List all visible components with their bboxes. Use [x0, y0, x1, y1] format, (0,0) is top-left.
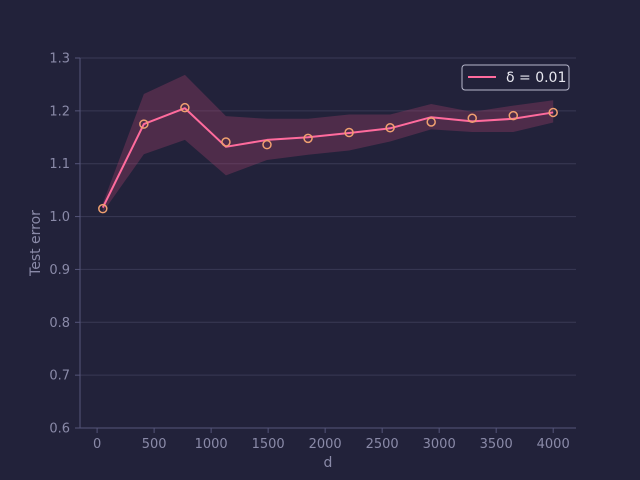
x-tick-label: 3500 — [480, 437, 513, 452]
tick-labels: 0.6 0.7 0.8 0.9 1.0 1.1 1.2 1.3 0 500 1000 1500 2000… — [49, 52, 569, 453]
y-axis-label: Test error — [28, 210, 44, 277]
confidence-band-layer — [102, 74, 554, 213]
data-point — [303, 133, 313, 144]
legend-box — [461, 64, 570, 91]
data-point — [262, 139, 272, 150]
data-point — [139, 119, 149, 129]
y-tick-label: 0.6 — [49, 422, 70, 437]
x-tick-label: 3000 — [423, 437, 456, 452]
confidence-band — [102, 74, 554, 213]
x-tick-label: 1000 — [195, 437, 228, 452]
x-tick-label: 2000 — [309, 437, 342, 452]
legend: δ = 0.01 — [461, 64, 570, 91]
y-tick-label: 0.8 — [49, 316, 70, 331]
data-point — [98, 203, 108, 214]
data-point — [548, 107, 558, 118]
y-tick-label: 1.0 — [49, 210, 70, 225]
data-point — [385, 123, 395, 133]
y-tick-label: 0.9 — [49, 263, 70, 278]
marker-layer — [98, 102, 558, 214]
series-line-layer — [101, 107, 554, 209]
data-point — [180, 102, 190, 113]
data-point — [508, 110, 519, 121]
data-point — [221, 137, 231, 147]
y-tick-label: 1.1 — [49, 157, 70, 172]
y-tick-label: 0.7 — [49, 369, 70, 384]
y-tick-label: 1.3 — [49, 52, 70, 67]
x-tick-label: 4000 — [537, 437, 570, 452]
data-point — [467, 113, 477, 124]
y-tick-label: 1.2 — [49, 104, 70, 119]
data-point — [426, 117, 436, 127]
legend-label: δ = 0.01 — [506, 70, 566, 86]
x-tick-label: 500 — [142, 437, 167, 452]
x-tick-label: 0 — [93, 437, 101, 452]
data-point — [344, 127, 354, 138]
x-tick-label: 1500 — [252, 437, 285, 452]
gridlines — [80, 57, 576, 429]
axes — [75, 57, 576, 433]
series-line — [101, 107, 554, 209]
x-tick-label: 2500 — [366, 437, 399, 452]
x-axis-label: d — [324, 455, 333, 471]
